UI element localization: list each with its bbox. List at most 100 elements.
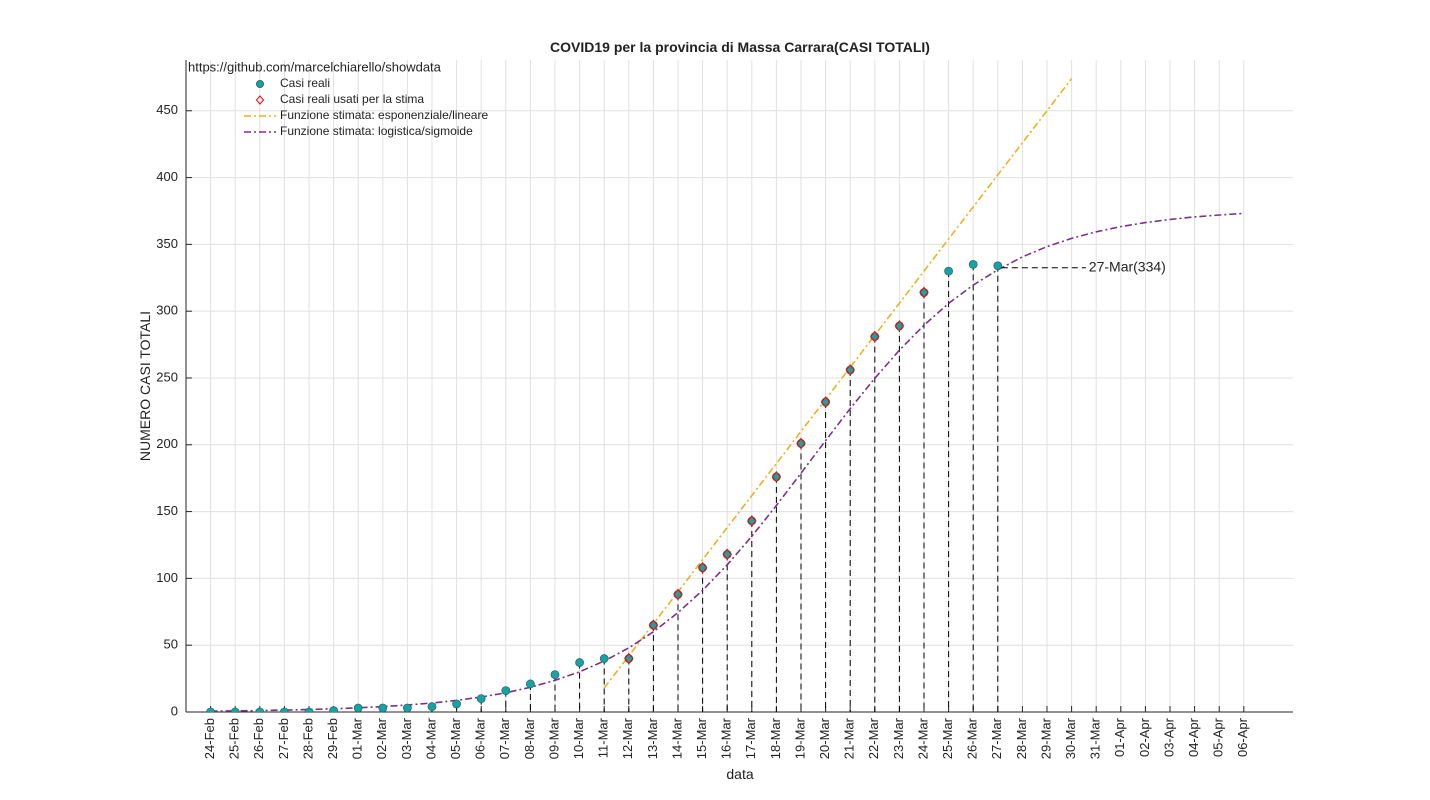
x-tick-label: 27-Feb	[276, 718, 291, 759]
legend-item: Casi reali	[256, 76, 330, 90]
data-point	[796, 437, 806, 450]
x-tick-label: 21-Mar	[842, 717, 857, 759]
data-point	[206, 707, 215, 712]
x-tick-label: 26-Feb	[251, 718, 266, 759]
data-point	[894, 320, 905, 332]
x-tick-label: 08-Mar	[522, 717, 537, 759]
data-point	[624, 654, 634, 663]
x-tick-label: 05-Mar	[448, 717, 463, 759]
x-tick-label: 04-Apr	[1186, 717, 1201, 757]
x-tick-label: 01-Mar	[350, 717, 365, 759]
x-tick-label: 23-Mar	[891, 717, 906, 759]
data-point	[944, 266, 953, 276]
data-point	[771, 471, 782, 483]
x-tick-label: 02-Apr	[1137, 717, 1152, 757]
data-point	[747, 516, 757, 526]
data-point	[845, 364, 855, 376]
x-tick-label: 12-Mar	[620, 717, 635, 759]
data-point	[919, 286, 929, 299]
data-point	[255, 707, 265, 712]
data-point	[820, 396, 831, 408]
data-point	[698, 563, 707, 573]
data-point	[501, 686, 511, 696]
legend-label: Funzione stimata: logistica/sigmoide	[280, 124, 473, 138]
legend-label: Funzione stimata: esponenziale/lineare	[280, 108, 488, 122]
x-tick-label: 24-Feb	[202, 718, 217, 759]
data-point	[673, 590, 683, 599]
data-point	[772, 472, 781, 482]
data-point	[403, 703, 412, 712]
data-point	[526, 679, 535, 689]
x-tick-label: 13-Mar	[645, 717, 660, 759]
chart-title: COVID19 per la provincia di Massa Carrar…	[550, 39, 930, 55]
y-tick-label: 200	[156, 436, 178, 451]
data-point	[796, 439, 806, 448]
data-point	[427, 702, 437, 712]
x-tick-label: 06-Apr	[1235, 717, 1250, 757]
y-tick-label: 50	[164, 637, 178, 652]
data-point	[624, 652, 634, 665]
data-point	[722, 549, 732, 559]
y-tick-label: 450	[156, 102, 178, 117]
x-tick-label: 17-Mar	[743, 717, 758, 759]
legend-label: Casi reali	[280, 76, 330, 90]
x-tick-label: 16-Mar	[719, 717, 734, 759]
x-tick-label: 30-Mar	[1063, 717, 1078, 759]
x-tick-label: 11-Mar	[596, 717, 611, 758]
y-axis-label: NUMERO CASI TOTALI	[137, 311, 153, 461]
y-tick-label: 300	[156, 303, 178, 318]
data-point	[378, 703, 388, 712]
data-point	[870, 332, 880, 341]
x-tick-label: 31-Mar	[1088, 717, 1103, 759]
y-tick-label: 0	[171, 703, 178, 718]
data-point	[304, 707, 314, 712]
x-tick-label: 29-Feb	[325, 718, 340, 759]
x-axis-label: data	[726, 766, 753, 782]
annotation: 27-Mar(334)	[1089, 258, 1166, 274]
data-point	[353, 703, 363, 712]
legend-swatch	[256, 80, 264, 88]
x-tick-label: 09-Mar	[546, 717, 561, 759]
legend-label: Casi reali usati per la stima	[280, 92, 424, 106]
data-point	[845, 365, 855, 375]
source-label: https://github.com/marcelchiarello/showd…	[188, 59, 442, 74]
x-tick-label: 27-Mar	[989, 717, 1004, 759]
x-tick-label: 24-Mar	[915, 717, 930, 759]
data-point	[968, 260, 978, 269]
x-tick-label: 28-Mar	[1014, 717, 1029, 759]
legend-item: Funzione stimata: esponenziale/lineare	[244, 108, 488, 122]
x-tick-label: 01-Apr	[1112, 717, 1127, 757]
y-tick-label: 150	[156, 503, 178, 518]
legend-swatch	[255, 95, 265, 105]
x-tick-label: 22-Mar	[866, 717, 881, 759]
data-point	[329, 706, 338, 712]
data-point	[697, 561, 708, 574]
x-tick-label: 25-Mar	[940, 717, 955, 759]
y-tick-label: 100	[156, 570, 178, 585]
data-point	[747, 515, 757, 527]
data-point	[452, 699, 462, 709]
x-tick-label: 18-Mar	[768, 717, 783, 759]
data-point	[550, 670, 560, 679]
data-point	[575, 658, 584, 667]
x-tick-label: 06-Mar	[473, 717, 488, 759]
x-tick-label: 26-Mar	[965, 717, 980, 759]
data-point	[649, 620, 658, 630]
x-tick-label: 20-Mar	[817, 717, 832, 759]
data-point	[230, 707, 240, 712]
legend-item: Casi reali usati per la stima	[255, 92, 424, 106]
x-tick-label: 07-Mar	[497, 717, 512, 759]
plot-area	[186, 60, 1293, 712]
x-tick-label: 14-Mar	[669, 717, 684, 759]
data-point	[476, 694, 486, 704]
x-tick-label: 10-Mar	[571, 717, 586, 759]
data-point	[599, 654, 609, 663]
data-point	[993, 261, 1003, 271]
fit-line	[210, 212, 1244, 712]
y-tick-label: 350	[156, 236, 178, 251]
data-point	[673, 588, 683, 601]
x-tick-label: 02-Mar	[374, 717, 389, 759]
data-point	[280, 707, 289, 712]
plot-layer	[206, 78, 1244, 712]
